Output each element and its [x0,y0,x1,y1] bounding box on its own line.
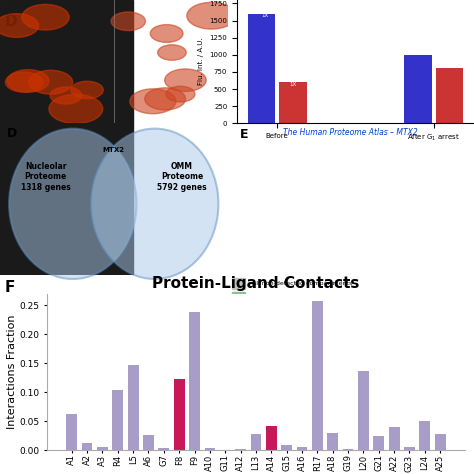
Bar [189,312,200,450]
Text: OMM
Proteome
5792 genes: OMM Proteome 5792 genes [157,162,207,192]
Bar [158,448,169,450]
Bar [248,14,275,123]
Bar [232,292,245,303]
Circle shape [145,88,186,110]
Circle shape [158,45,186,60]
Bar [374,436,384,450]
Text: Nucleolar
Proteome
1318 genes: Nucleolar Proteome 1318 genes [21,162,70,192]
Bar [435,434,446,450]
Circle shape [164,69,206,91]
Bar [251,434,261,450]
Bar [0,0,133,275]
Y-axis label: Flu. Int. / A.U.: Flu. Int. / A.U. [198,38,204,85]
Text: E: E [237,14,247,29]
Circle shape [111,12,146,30]
Text: MTX2 detected in mitochondria and nucleoli: MTX2 detected in mitochondria and nucleo… [252,295,392,300]
Bar [419,421,430,450]
Circle shape [7,70,49,92]
Bar [436,68,463,123]
Bar [281,445,292,450]
Text: MTX2: MTX2 [103,147,125,153]
Circle shape [150,25,183,42]
Bar [204,448,215,450]
Bar [97,447,108,450]
Circle shape [166,86,195,102]
Text: 1X: 1X [262,13,269,18]
Text: The Human Proteome Atlas – MTX2: The Human Proteome Atlas – MTX2 [283,128,418,137]
Bar [343,448,354,450]
Text: D: D [7,127,17,140]
Text: 1X: 1X [289,82,296,87]
Bar [404,55,432,123]
Bar [174,379,184,450]
Text: E: E [240,128,248,141]
Text: All non-detected compartments: All non-detected compartments [252,281,352,286]
Circle shape [91,128,219,279]
Circle shape [22,4,69,30]
Bar [66,414,77,450]
Bar [112,390,123,450]
Y-axis label: Interactions Fraction: Interactions Fraction [7,315,17,429]
Bar [235,449,246,450]
Circle shape [29,70,73,94]
Bar [266,426,277,450]
Circle shape [50,87,82,104]
Circle shape [187,2,236,29]
Bar [143,435,154,450]
Bar [389,427,400,450]
Circle shape [130,89,176,114]
Circle shape [71,81,103,99]
Bar [128,365,138,450]
Bar [82,443,92,450]
Circle shape [5,72,43,92]
Bar [232,278,245,289]
Text: F: F [5,280,15,295]
Title: Protein-Ligand Contacts: Protein-Ligand Contacts [152,276,360,292]
Bar [279,82,307,123]
Circle shape [49,94,103,123]
Bar [358,371,369,450]
Bar [312,301,323,450]
Bar [404,447,415,450]
Bar [297,447,308,450]
Circle shape [9,128,137,279]
Text: D: D [5,14,18,29]
Circle shape [0,14,38,37]
Bar [328,433,338,450]
